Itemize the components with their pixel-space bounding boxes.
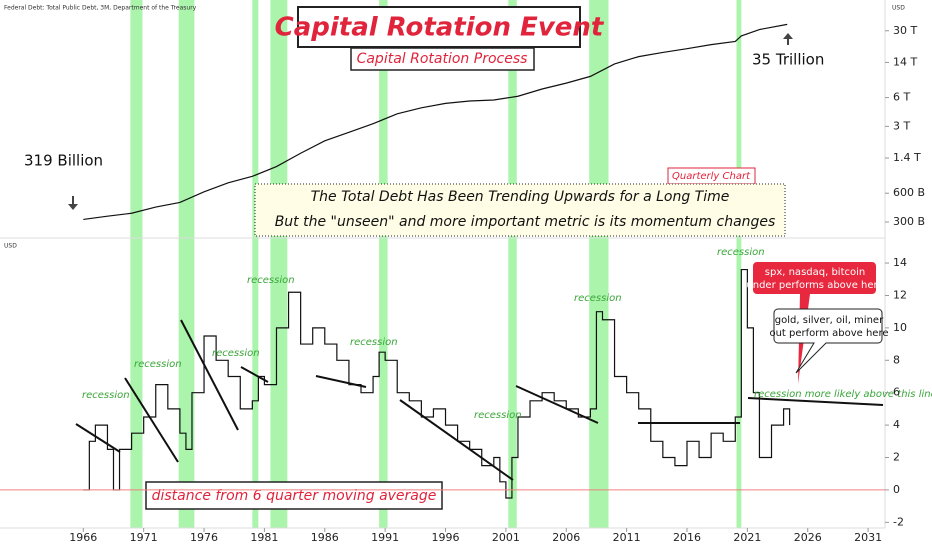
arrow-up: [783, 33, 793, 45]
recession-label: recession: [82, 390, 130, 401]
y-tick-label: 0: [893, 483, 900, 496]
x-tick-label: 2011: [613, 531, 641, 544]
recession-band: [508, 0, 517, 528]
y-tick-label: 6: [893, 386, 900, 399]
x-tick-label: 2021: [733, 531, 761, 544]
currency-label: USD: [4, 243, 17, 250]
threshold-label: recession more likely above this line: [754, 389, 932, 400]
y-tick-label: 2: [893, 451, 900, 464]
y-tick-label: 1.4 T: [893, 151, 921, 164]
callout-text: spx, nasdaq, bitcoin: [765, 267, 865, 278]
y-tick-label: 14 T: [893, 55, 917, 68]
recession-label: recession: [350, 337, 398, 348]
recession-label: recession: [474, 410, 522, 421]
x-tick-label: 1991: [371, 531, 399, 544]
callout-text: under performs above here: [746, 280, 883, 291]
recession-band: [589, 0, 609, 528]
y-tick-label: 600 B: [893, 186, 925, 199]
x-tick-label: 1981: [250, 531, 278, 544]
x-tick-label: 1971: [130, 531, 158, 544]
y-tick-label: 30 T: [893, 24, 917, 37]
x-tick-label: 2031: [854, 531, 882, 544]
title-box: [297, 6, 581, 48]
white-callout: [773, 308, 883, 374]
y-tick-label: 12: [893, 288, 907, 301]
recession-label: recession: [717, 247, 765, 258]
y-tick-label: -2: [893, 515, 904, 528]
note-line: But the "unseen" and more important metr…: [275, 214, 776, 230]
recession-label: recession: [212, 348, 260, 359]
callout-text: out perform above here: [769, 328, 888, 339]
recession-band: [270, 0, 288, 528]
x-tick-label: 1976: [190, 531, 218, 544]
x-tick-label: 1996: [432, 531, 460, 544]
recession-band: [736, 0, 742, 528]
source-label: Federal Debt: Total Public Debt, 3M, Dep…: [4, 5, 197, 12]
red-callout: [753, 262, 876, 384]
note-box: [254, 183, 786, 237]
y-tick-label: 6 T: [893, 91, 910, 104]
x-tick-label: 1986: [311, 531, 339, 544]
x-tick-label: 2016: [673, 531, 701, 544]
y-tick-label: 10: [893, 321, 907, 334]
x-tick-label: 2006: [552, 531, 580, 544]
y-tick-label: 300 B: [893, 215, 925, 228]
y-tick-label: 8: [893, 353, 900, 366]
recession-label: recession: [247, 275, 295, 286]
note-line: The Total Debt Has Been Trending Upwards…: [311, 189, 730, 205]
callout-text: gold, silver, oil, miner: [775, 315, 884, 326]
oscillator-label-box: [145, 481, 443, 510]
recession-label: recession: [574, 293, 622, 304]
series-line: [83, 268, 791, 499]
series-line: [83, 23, 788, 221]
y-tick-label: 3 T: [893, 119, 910, 132]
subtitle: Capital Rotation Process: [357, 51, 528, 67]
y-tick-label: 14: [893, 256, 907, 269]
start-label: 319 Billion: [24, 152, 103, 170]
recession-label: recession: [134, 359, 182, 370]
recession-band: [252, 0, 259, 528]
end-label: 35 Trillion: [752, 51, 824, 69]
x-tick-label: 2001: [492, 531, 520, 544]
period-label: Quarterly Chart: [672, 171, 751, 182]
recession-band: [379, 0, 388, 528]
x-tick-label: 1966: [69, 531, 97, 544]
arrow-down: [68, 196, 78, 210]
currency-label: USD: [892, 5, 905, 12]
subtitle-box: [350, 47, 535, 71]
oscillator-label: distance from 6 quarter moving average: [152, 488, 437, 504]
recession-bands: [130, 0, 742, 528]
trend-lines: [75, 319, 884, 481]
recession-band: [178, 0, 195, 528]
title: Capital Rotation Event: [275, 13, 605, 43]
y-tick-label: 4: [893, 418, 900, 431]
series-layer: [83, 23, 791, 499]
x-tick-label: 2026: [794, 531, 822, 544]
recession-band: [130, 0, 143, 528]
